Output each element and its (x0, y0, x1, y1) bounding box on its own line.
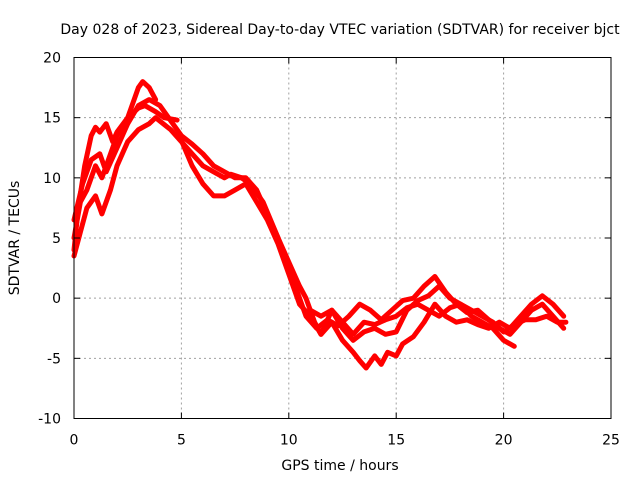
series-layer (71, 79, 569, 371)
y-tick-label: -10 (38, 412, 61, 428)
x-tick-label: 5 (177, 433, 186, 449)
y-tick-label: 0 (52, 291, 61, 307)
y-tick-label: 20 (43, 51, 61, 67)
y-tick-label: 10 (43, 171, 61, 187)
y-tick-label: -5 (47, 351, 61, 367)
grid-layer (74, 57, 611, 419)
x-tick-label: 20 (495, 433, 513, 449)
series-track-4 (71, 97, 517, 349)
series-track-2 (71, 103, 180, 241)
series-track-3 (71, 115, 567, 337)
x-axis-label: GPS time / hours (281, 458, 398, 474)
y-axis-label: SDTVAR / TECUs (7, 181, 23, 296)
x-tick-label: 15 (387, 433, 405, 449)
chart-title: Day 028 of 2023, Sidereal Day-to-day VTE… (60, 22, 620, 38)
series-track-1 (71, 79, 159, 253)
y-tick-label: 5 (52, 231, 61, 247)
series-track-6 (307, 301, 569, 337)
x-tick-label: 25 (602, 433, 620, 449)
tick-layer: 0 5 10 15 20 25 -10 -5 0 5 10 15 20 (38, 51, 620, 449)
y-tick-label: 15 (43, 111, 61, 127)
x-tick-label: 10 (280, 433, 298, 449)
x-tick-label: 0 (70, 433, 79, 449)
